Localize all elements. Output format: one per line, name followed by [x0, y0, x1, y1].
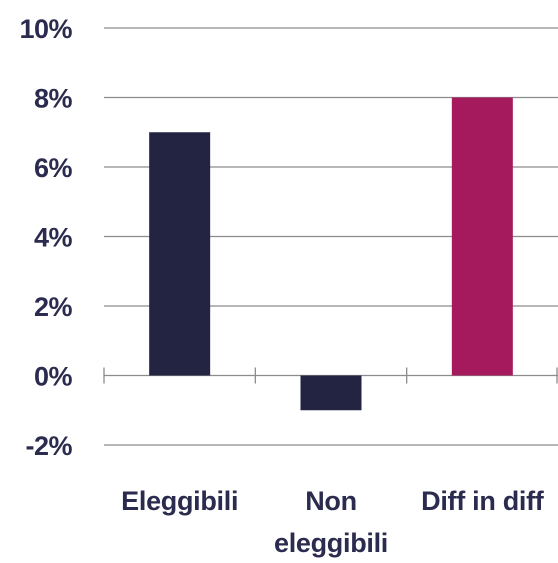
x-category-label: Eleggibili: [121, 486, 238, 516]
y-tick-label: 2%: [34, 292, 73, 322]
y-axis-tick-labels: 10% 8% 6% 4% 2% 0% -2%: [19, 14, 73, 461]
bar: [149, 132, 211, 376]
bar: [451, 97, 513, 376]
y-tick-label: 10%: [19, 14, 72, 44]
y-tick-label: 4%: [34, 223, 73, 253]
y-tick-label: 6%: [34, 153, 73, 183]
bars: [149, 97, 513, 411]
y-tick-label: 0%: [34, 362, 73, 392]
x-category-label: Diff in diff: [421, 486, 545, 516]
y-tick-label: -2%: [25, 431, 72, 461]
x-category-label: Non: [305, 486, 357, 516]
x-category-label: eleggibili: [274, 528, 388, 558]
x-axis-category-labels: Eleggibili Non eleggibili Diff in diff: [121, 486, 545, 558]
bar: [300, 375, 362, 411]
y-tick-label: 8%: [34, 84, 73, 114]
